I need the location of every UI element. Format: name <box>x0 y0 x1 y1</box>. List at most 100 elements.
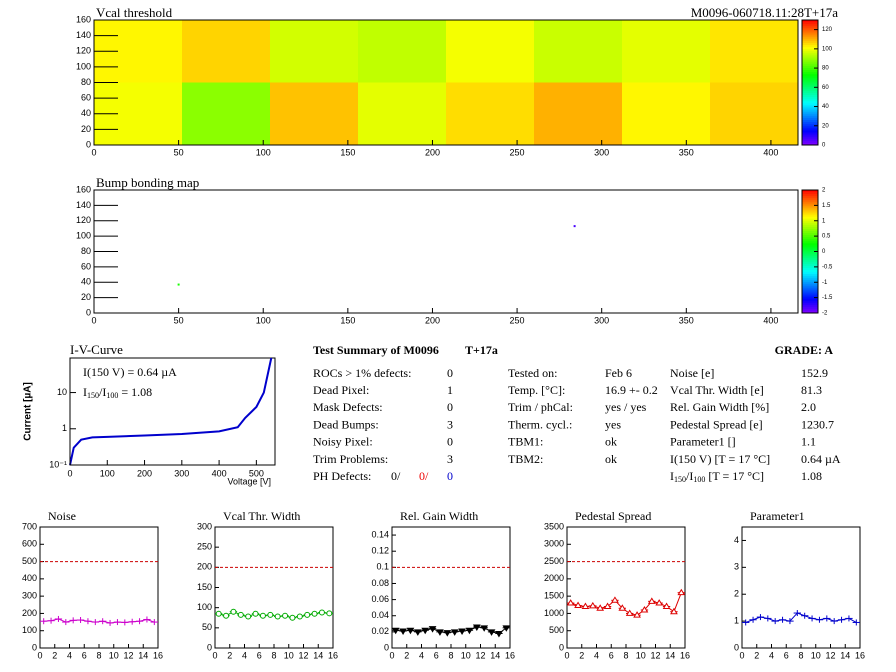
marker-shape <box>480 625 489 632</box>
marker-shape <box>296 613 303 620</box>
marker-shape <box>406 627 415 635</box>
iv-annotation: I(150 V) = 0.64 µA <box>83 365 177 379</box>
marker-shape <box>581 602 590 610</box>
colorbar-strip <box>802 290 818 293</box>
colorbar-strip <box>802 115 818 119</box>
colorbar-strip <box>802 72 818 75</box>
x-tick-label: 250 <box>510 147 525 157</box>
ph-value: 0/ <box>419 469 429 483</box>
colorbar-label: 100 <box>822 46 833 52</box>
marker <box>128 618 136 625</box>
y-tick-label: 60 <box>81 93 91 103</box>
marker-shape <box>259 612 266 619</box>
marker-shape <box>472 624 481 631</box>
x-tick-label: 6 <box>434 650 439 660</box>
colorbar-strip <box>802 45 818 48</box>
y-tick-label: 0.08 <box>371 578 389 588</box>
y-tick-label: 50 <box>202 622 212 632</box>
heatmap-cell <box>358 82 446 145</box>
x-tick-label: 0 <box>564 650 569 660</box>
defect-label: Dead Bumps: <box>313 417 379 431</box>
x-tick-label: 4 <box>242 650 247 660</box>
marker <box>852 619 860 626</box>
marker <box>566 599 575 606</box>
colorbar-strip <box>802 140 818 144</box>
grade: GRADE: A <box>775 343 834 357</box>
marker-shape <box>311 610 318 617</box>
marker <box>472 624 481 631</box>
result-value: 0.64 µA <box>801 452 841 466</box>
marker <box>266 611 274 618</box>
x-tick-label: 4 <box>419 650 424 660</box>
info-label: TBM2: <box>508 452 543 466</box>
marker-shape <box>267 611 274 618</box>
colorbar-strip <box>802 304 818 308</box>
colorbar-strip <box>802 237 818 240</box>
colorbar-label: 0 <box>822 143 826 149</box>
y-tick-label: 0 <box>384 642 389 652</box>
marker <box>54 615 63 622</box>
colorbar-strip <box>802 113 818 117</box>
marker-shape <box>625 609 634 616</box>
marker <box>764 615 772 622</box>
heatmap-cell <box>622 20 710 83</box>
marker <box>106 619 114 626</box>
colorbar-label: 1.5 <box>822 203 831 209</box>
x-tick-label: 300 <box>174 468 189 478</box>
y-tick-label: 1 <box>62 423 67 433</box>
colorbar-strip <box>802 272 818 275</box>
x-tick-label: 0 <box>91 147 96 157</box>
marker <box>778 616 787 623</box>
result-label: I(150 V) [T = 17 °C] <box>670 452 770 466</box>
colorbar-strip <box>802 198 818 201</box>
iv-ratio-part: = 1.08 <box>118 385 152 399</box>
info-value: yes / yes <box>605 400 647 414</box>
plot-frame <box>39 526 159 649</box>
x-tick-label: 200 <box>137 468 152 478</box>
plot-title: Vcal Thr. Width <box>223 509 300 523</box>
map-point <box>573 225 576 228</box>
series-line <box>570 592 682 616</box>
info-label: Therm. cycl.: <box>508 417 572 431</box>
heatmap-cell <box>446 82 534 145</box>
result-value: 152.9 <box>801 366 828 380</box>
colorbar-strip <box>802 97 818 100</box>
marker-shape <box>245 613 252 620</box>
colorbar-strip <box>802 101 818 104</box>
plot-frame <box>741 526 861 649</box>
colorbar-strip <box>802 247 818 250</box>
marker <box>793 610 801 617</box>
colorbar-strip <box>802 30 818 33</box>
summary-title: Test Summary of M0096 <box>313 343 439 357</box>
colorbar-strip <box>802 32 818 36</box>
colorbar-strip <box>802 88 818 92</box>
x-tick-label: 4 <box>769 650 774 660</box>
ph-value: 0 <box>447 469 453 483</box>
colorbar-strip <box>802 308 818 312</box>
marker-shape <box>252 610 259 617</box>
result-label: I150/I100 [T = 17 °C] <box>670 469 764 484</box>
y-tick-label: 200 <box>22 608 37 618</box>
colorbar-label: -2 <box>822 311 828 317</box>
x-tick-label: 100 <box>100 468 115 478</box>
marker <box>465 627 474 635</box>
marker-shape <box>633 611 641 618</box>
colorbar-strip <box>802 38 818 42</box>
marker-shape <box>655 599 664 606</box>
colorbar-strip <box>802 24 818 27</box>
marker <box>837 616 846 623</box>
result-value: 1.1 <box>801 435 816 449</box>
y-tick-label: 0 <box>559 642 564 652</box>
colorbar-strip <box>802 111 818 115</box>
result-label: Noise [e] <box>670 366 714 380</box>
colorbar-strip <box>802 49 818 52</box>
y-tick-label: 10⁻¹ <box>49 459 67 469</box>
marker <box>259 612 267 619</box>
marker <box>786 618 794 625</box>
y-tick-label: 0.06 <box>371 594 389 604</box>
colorbar-strip <box>802 61 818 65</box>
marker-shape <box>670 607 678 615</box>
plot-frame <box>69 357 276 466</box>
colorbar-strip <box>802 80 818 83</box>
